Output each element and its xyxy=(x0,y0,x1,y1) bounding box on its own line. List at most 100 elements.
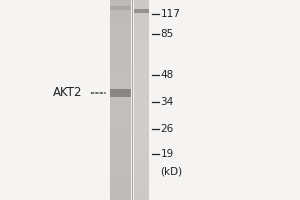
Bar xyxy=(110,150,130,153)
Bar xyxy=(110,50,130,53)
Bar xyxy=(110,190,130,193)
Text: 19: 19 xyxy=(160,149,174,159)
Bar xyxy=(134,167,148,170)
Bar xyxy=(134,123,148,127)
Bar xyxy=(134,120,148,123)
Bar xyxy=(110,83,130,87)
Bar xyxy=(134,9,148,13)
Bar xyxy=(134,50,148,53)
Text: 26: 26 xyxy=(160,124,174,134)
Bar xyxy=(110,133,130,137)
Bar xyxy=(110,63,130,67)
Bar xyxy=(110,180,130,183)
Bar xyxy=(110,37,130,40)
Bar xyxy=(110,120,130,123)
Bar xyxy=(134,97,148,100)
Bar xyxy=(110,23,130,27)
Bar xyxy=(110,27,130,30)
Bar xyxy=(134,170,148,173)
Bar xyxy=(134,113,148,117)
Bar xyxy=(134,77,148,80)
Bar xyxy=(110,117,130,120)
Text: 48: 48 xyxy=(160,70,174,80)
Bar xyxy=(134,193,148,197)
Bar xyxy=(134,130,148,133)
Bar xyxy=(134,100,148,103)
Bar xyxy=(110,177,130,180)
Text: (kD): (kD) xyxy=(160,167,183,177)
Text: 34: 34 xyxy=(160,97,174,107)
Text: AKT2: AKT2 xyxy=(53,86,82,99)
Bar xyxy=(110,140,130,143)
Bar xyxy=(134,53,148,57)
Bar xyxy=(134,107,148,110)
Bar xyxy=(134,90,148,93)
Bar xyxy=(110,163,130,167)
Bar xyxy=(134,127,148,130)
Bar xyxy=(110,13,130,17)
Bar xyxy=(134,40,148,43)
Bar xyxy=(134,30,148,33)
Bar xyxy=(134,83,148,87)
Bar xyxy=(110,6,130,10)
Text: 85: 85 xyxy=(160,29,174,39)
Bar xyxy=(110,123,130,127)
Bar xyxy=(110,173,130,177)
Bar xyxy=(110,107,130,110)
Bar xyxy=(110,77,130,80)
Bar xyxy=(110,73,130,77)
Bar xyxy=(110,57,130,60)
Bar xyxy=(134,70,148,73)
Bar xyxy=(134,153,148,157)
Bar xyxy=(134,157,148,160)
Bar xyxy=(134,110,148,113)
Bar xyxy=(134,13,148,17)
Bar xyxy=(110,87,130,90)
Bar xyxy=(110,147,130,150)
Bar xyxy=(110,20,130,23)
Bar xyxy=(134,197,148,200)
Bar xyxy=(110,3,130,7)
Bar xyxy=(110,197,130,200)
Bar xyxy=(134,180,148,183)
Bar xyxy=(134,190,148,193)
Bar xyxy=(134,20,148,23)
Bar xyxy=(110,0,130,3)
Bar xyxy=(134,67,148,70)
Bar xyxy=(134,147,148,150)
Bar xyxy=(110,60,130,63)
Bar xyxy=(134,23,148,27)
Bar xyxy=(134,63,148,67)
Bar xyxy=(134,47,148,50)
Bar xyxy=(110,113,130,117)
Bar xyxy=(110,110,130,113)
Bar xyxy=(134,7,148,10)
Bar xyxy=(134,87,148,90)
Bar xyxy=(134,160,148,163)
Bar xyxy=(110,89,130,97)
Bar xyxy=(134,0,148,3)
Bar xyxy=(110,137,130,140)
Bar xyxy=(110,17,130,20)
Bar xyxy=(134,163,148,167)
Bar xyxy=(134,17,148,20)
Bar xyxy=(110,100,130,103)
Bar xyxy=(110,103,130,107)
Bar xyxy=(110,97,130,100)
Bar xyxy=(110,43,130,47)
Bar xyxy=(134,3,148,7)
Bar xyxy=(134,93,148,97)
Bar xyxy=(110,47,130,50)
Bar xyxy=(134,150,148,153)
Bar xyxy=(110,30,130,33)
Text: 117: 117 xyxy=(160,9,180,19)
Bar xyxy=(134,27,148,30)
Bar xyxy=(110,153,130,157)
Bar xyxy=(110,193,130,197)
Bar xyxy=(110,167,130,170)
Bar xyxy=(110,127,130,130)
Bar xyxy=(134,143,148,147)
Bar xyxy=(134,187,148,190)
Bar xyxy=(110,80,130,83)
Bar xyxy=(110,70,130,73)
